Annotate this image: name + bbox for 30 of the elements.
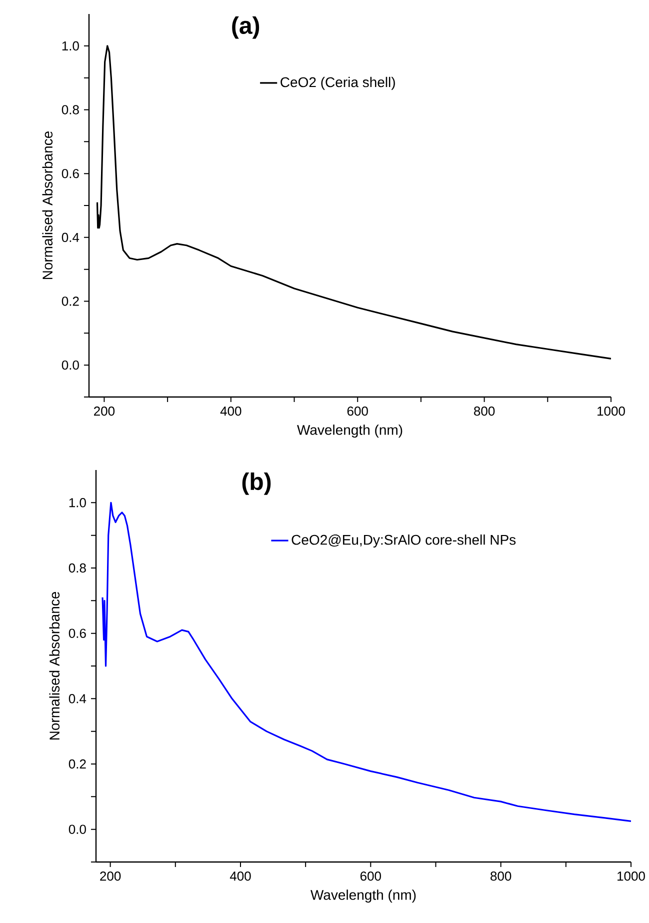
chart-title: (a): [232, 16, 260, 39]
legend-label: CeO2@Eu,Dy:SrAlO core-shell NPs: [292, 534, 516, 548]
x-tick-label: 200: [94, 406, 115, 416]
y-tick-label: 0.0: [62, 360, 79, 370]
y-tick-label: 0.8: [62, 105, 79, 114]
y-tick-label: 0.4: [68, 694, 86, 704]
x-tick-label: 1000: [618, 872, 645, 881]
y-tick-label: 0.2: [62, 296, 79, 306]
y-tick-label: 0.6: [68, 628, 86, 638]
y-tick-label: 0.8: [68, 563, 86, 573]
y-tick-label: 1.0: [62, 41, 79, 51]
x-tick-label: 800: [490, 872, 512, 881]
y-axis-title: Normalised Absorbance: [42, 131, 53, 280]
x-tick-label: 600: [360, 872, 381, 881]
y-tick-label: 0.6: [62, 168, 79, 178]
x-axis-title: Wavelength (nm): [297, 424, 402, 438]
y-axis-title: Normalised Absorbance: [49, 592, 60, 740]
x-tick-label: 200: [100, 872, 121, 881]
chart-title: (b): [242, 472, 271, 495]
y-tick-label: 0.2: [68, 759, 86, 769]
x-axis-title: Wavelength (nm): [310, 890, 416, 903]
x-tick-label: 1000: [598, 406, 625, 416]
x-tick-label: 600: [347, 406, 368, 416]
y-tick-label: 1.0: [69, 498, 86, 508]
x-tick-label: 400: [230, 872, 251, 881]
legend-label: CeO2 (Ceria shell): [280, 76, 395, 90]
x-tick-label: 800: [474, 406, 495, 416]
x-tick-label: 400: [220, 406, 242, 416]
y-tick-label: 0.0: [68, 824, 86, 834]
y-tick-label: 0.4: [62, 232, 80, 242]
